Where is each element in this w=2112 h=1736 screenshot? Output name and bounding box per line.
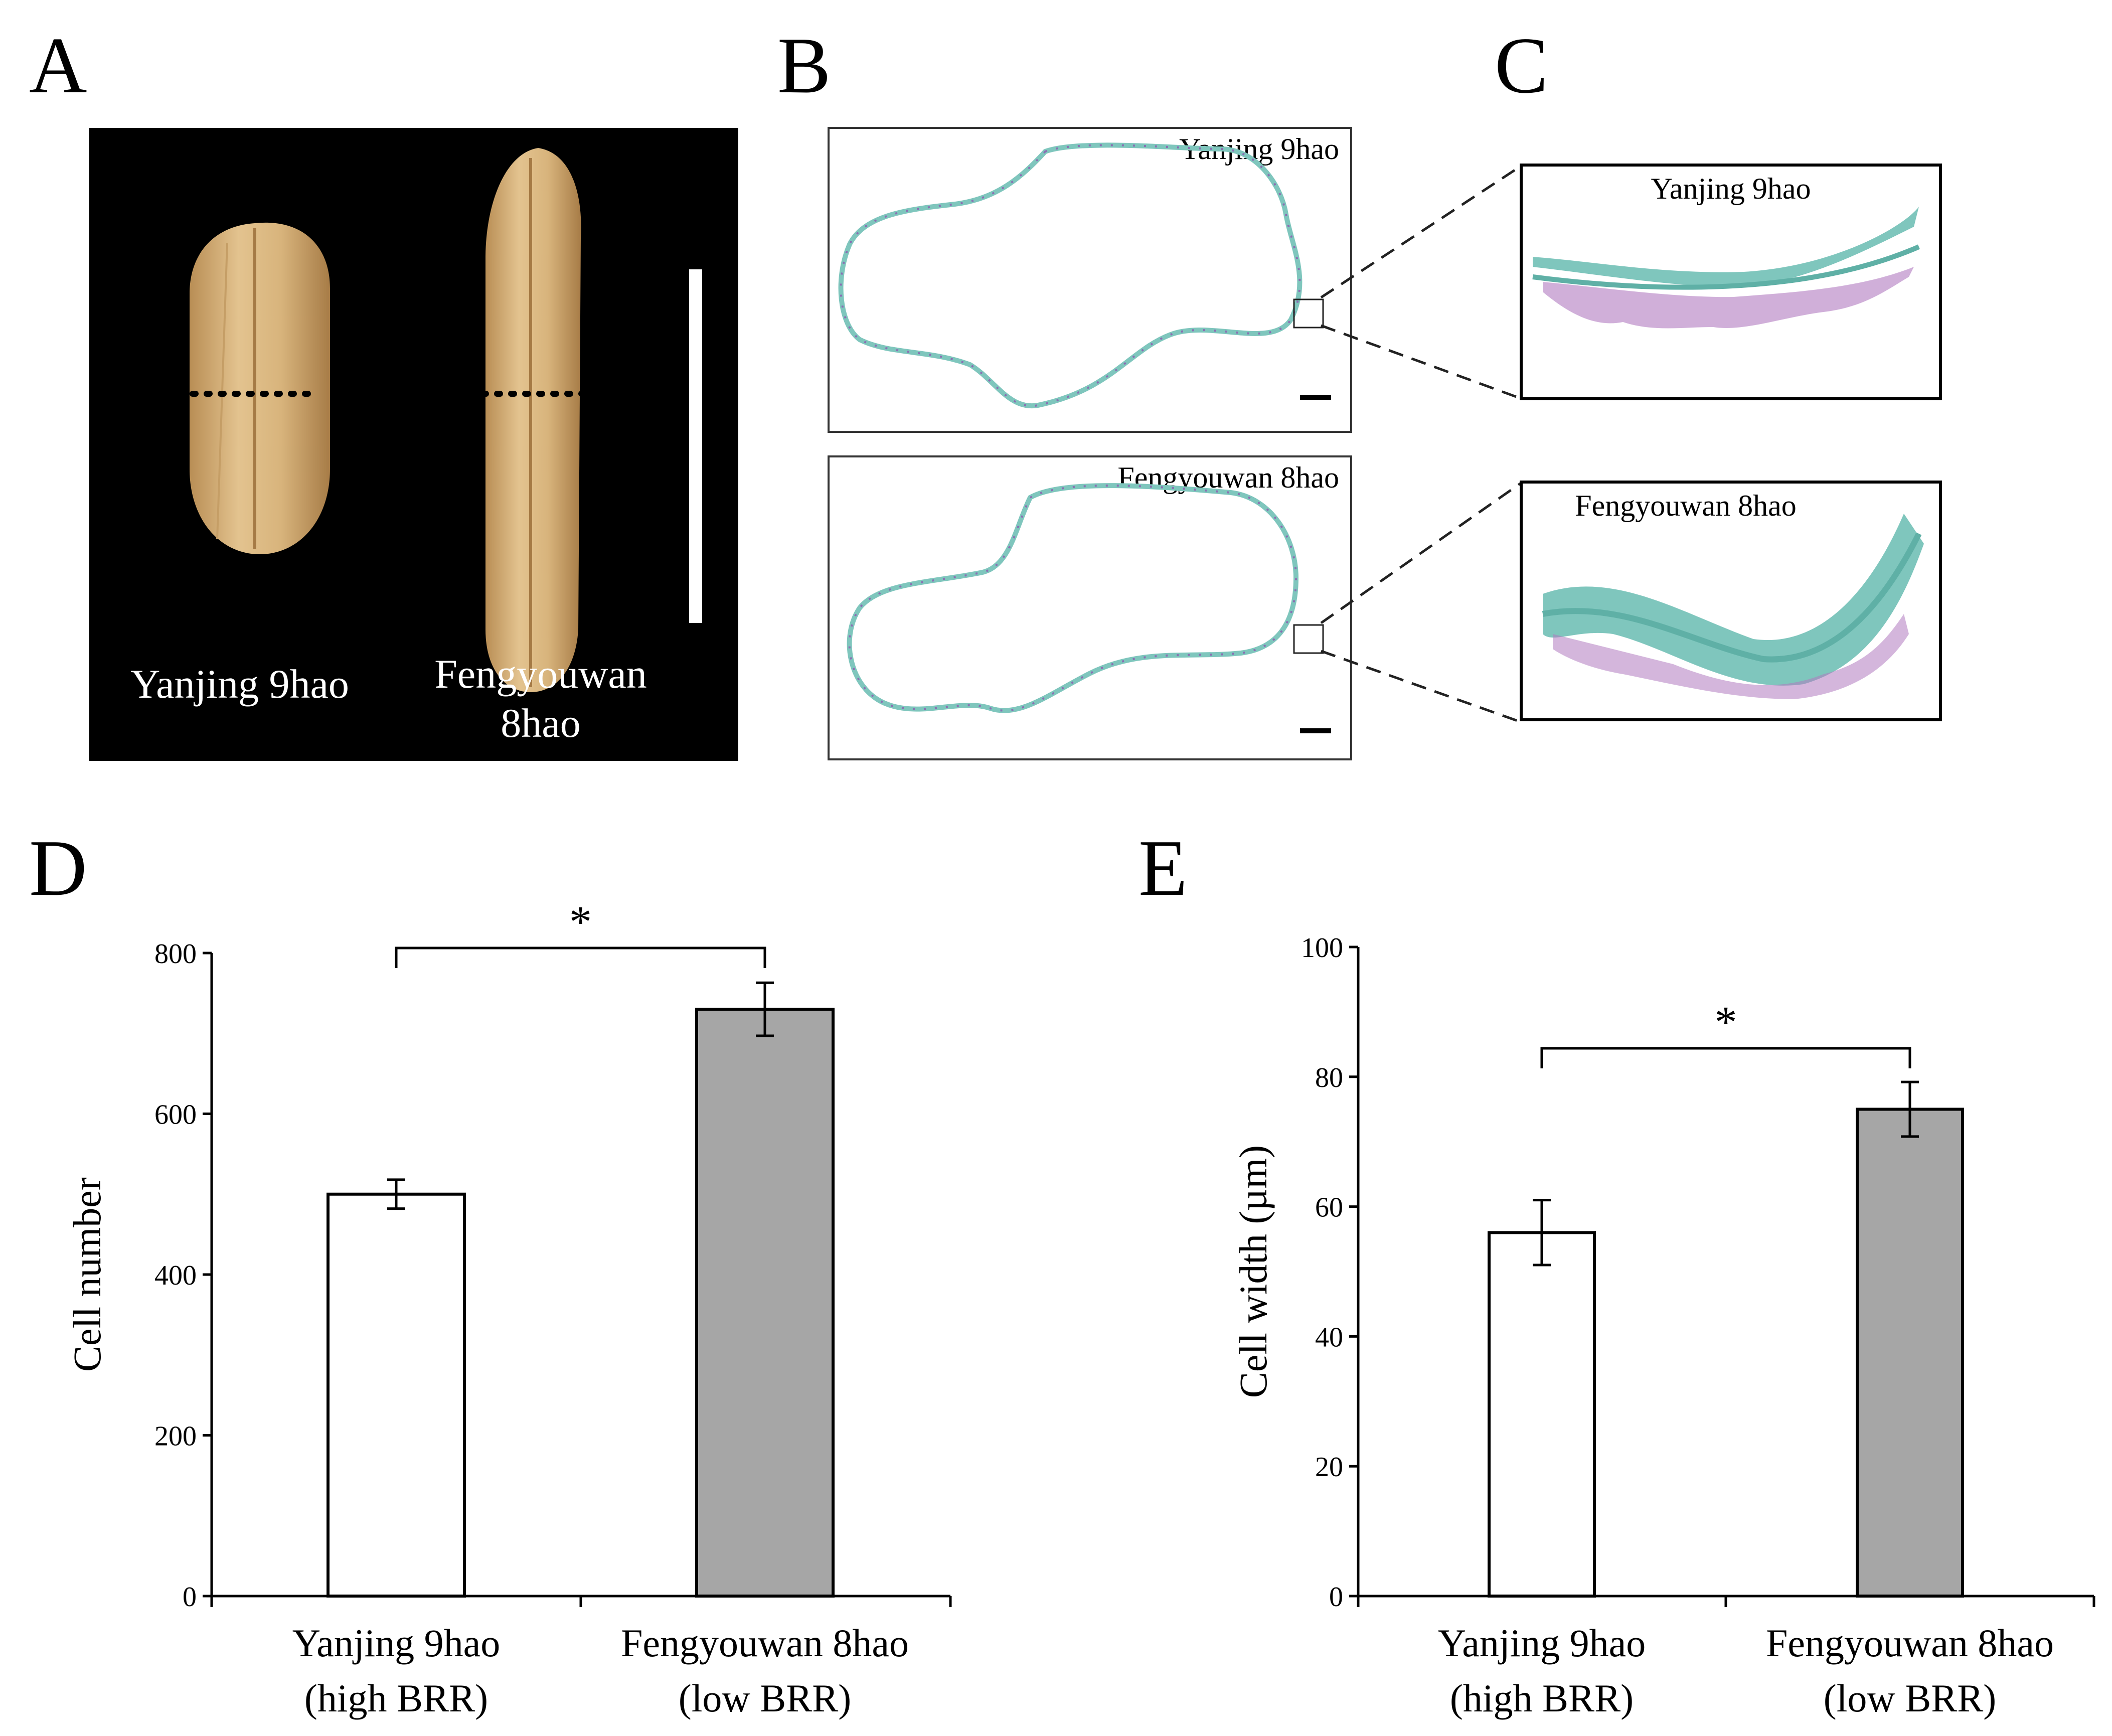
panel-letter-c: C (1495, 21, 1548, 110)
zoom-view-bottom-label: Fengyouwan 8hao (1575, 489, 1797, 522)
grain-illustration (161, 148, 702, 692)
x-category-label: Yanjing 9hao (1438, 1621, 1646, 1665)
grain-label-yanjing: Yanjing 9hao (130, 661, 349, 707)
x-category-label: Fengyouwan 8hao (1766, 1621, 2054, 1665)
y-tick-label: 600 (154, 1099, 197, 1131)
x-category-label: Fengyouwan 8hao (621, 1621, 909, 1665)
panel-letter-a: A (29, 21, 87, 110)
panel-letter-e: E (1139, 823, 1188, 912)
significance-star: * (569, 897, 592, 947)
significance-bracket (1540, 1047, 1911, 1068)
cross-section-bottom-outline (847, 483, 1331, 733)
zoom-region-bottom (1293, 624, 1324, 654)
grain-label-fengyouwan: Fengyouwan 8hao (434, 651, 647, 746)
x-category-sublabel: (high BRR) (304, 1676, 488, 1720)
x-category-sublabel: (low BRR) (679, 1676, 852, 1720)
section-scale-bar-bottom (1300, 728, 1331, 733)
y-tick-label: 800 (154, 938, 197, 970)
bar (1856, 1108, 1964, 1598)
cross-section-bottom: Fengyouwan 8hao (828, 455, 1352, 760)
y-tick-label: 100 (1301, 932, 1343, 964)
zoom-connectors (1320, 164, 1523, 724)
bar (327, 1192, 466, 1598)
y-axis-label: Cell number (65, 1177, 109, 1372)
bar (695, 1008, 835, 1598)
x-category-sublabel: (low BRR) (1824, 1676, 1997, 1720)
y-tick-label: 0 (183, 1582, 197, 1613)
bar (1488, 1231, 1596, 1598)
y-tick-label: 20 (1315, 1452, 1343, 1483)
zoom-view-top: Yanjing 9hao (1520, 164, 1942, 400)
significance-bracket (395, 946, 766, 968)
y-tick-label: 40 (1315, 1322, 1343, 1353)
y-axis-label: Cell width (µm) (1231, 1145, 1275, 1398)
x-category-sublabel: (high BRR) (1450, 1676, 1634, 1720)
zoom-tissue-bottom (1542, 514, 1924, 699)
y-tick-label: 60 (1315, 1192, 1343, 1223)
significance-star: * (1715, 998, 1737, 1047)
section-scale-bar-top (1300, 395, 1331, 400)
zoom-tissue-top (1532, 207, 1920, 329)
y-tick-label: 200 (154, 1421, 197, 1452)
chart-d: 0 200 400 600 800 Cell number Yanjing 9hao (hig… (65, 897, 952, 1720)
y-tick-label: 80 (1315, 1062, 1343, 1093)
scale-bar (689, 269, 702, 623)
cross-section-top-outline (838, 142, 1331, 409)
zoom-region-top (1293, 298, 1324, 329)
zoom-view-top-label: Yanjing 9hao (1651, 172, 1811, 205)
cross-section-top: Yanjing 9hao (828, 127, 1352, 433)
y-tick-label: 400 (154, 1260, 197, 1291)
y-tick-label: 0 (1329, 1582, 1343, 1613)
fengyouwan-grain (485, 148, 581, 692)
panel-letter-d: D (29, 823, 87, 912)
zoom-view-bottom: Fengyouwan 8hao (1520, 481, 1942, 721)
panel-letter-b: B (777, 21, 831, 110)
x-category-label: Yanjing 9hao (292, 1621, 501, 1665)
grain-photo: Yanjing 9hao Fengyouwan 8hao (89, 128, 738, 761)
chart-e: 0 20 40 60 80 100 Cell width (µm) Yanjing 9hao (… (1231, 932, 2095, 1720)
